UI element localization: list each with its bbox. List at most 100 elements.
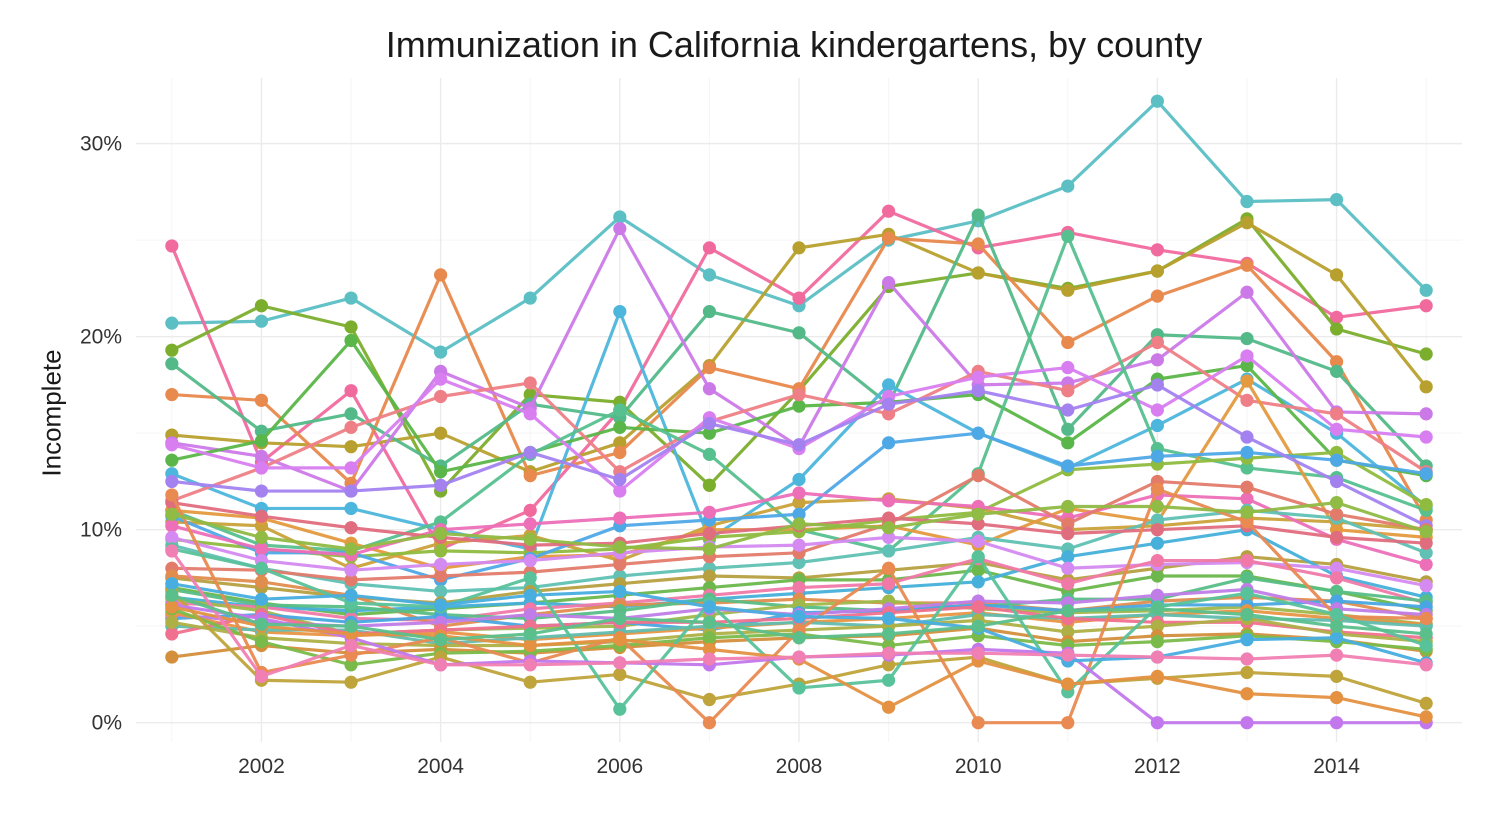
data-point (523, 407, 537, 421)
data-point (702, 304, 717, 319)
data-point (1419, 347, 1433, 361)
data-point (1419, 627, 1433, 641)
data-point (971, 575, 985, 589)
data-point (1419, 658, 1433, 672)
series-43 (165, 544, 1433, 683)
x-tick-label: 2012 (1134, 755, 1181, 778)
data-point (1329, 422, 1344, 436)
data-point (165, 650, 179, 664)
data-point (344, 320, 358, 334)
data-point (1240, 359, 1254, 373)
data-point (1061, 604, 1075, 618)
data-point (523, 571, 537, 585)
data-point (792, 399, 806, 413)
data-point (523, 588, 537, 602)
data-point (881, 700, 896, 714)
data-point (971, 716, 985, 730)
data-point (1150, 523, 1164, 537)
data-point (613, 221, 627, 236)
data-point (523, 517, 537, 531)
data-point (165, 453, 179, 467)
data-point (1061, 550, 1075, 564)
data-point (1061, 577, 1075, 591)
data-point (165, 239, 179, 253)
data-point (434, 268, 448, 282)
data-point (254, 575, 269, 589)
data-point (344, 384, 358, 398)
data-point (881, 646, 896, 660)
data-point (344, 563, 358, 577)
data-point (702, 382, 717, 396)
data-point (971, 550, 985, 564)
data-point (1329, 561, 1344, 575)
data-point (1329, 364, 1344, 378)
data-point (881, 436, 896, 450)
series-group (165, 94, 1433, 730)
data-point (165, 615, 179, 629)
data-point (881, 204, 896, 218)
data-point (1419, 546, 1433, 560)
data-point (702, 716, 717, 730)
data-point (165, 507, 179, 521)
data-point (881, 627, 896, 641)
data-point (165, 544, 179, 558)
data-point (1240, 586, 1254, 600)
data-point (1240, 374, 1254, 388)
data-point (344, 501, 358, 516)
data-point (702, 631, 717, 645)
data-point (613, 436, 627, 450)
data-point (613, 667, 627, 682)
data-point (1329, 496, 1344, 510)
x-tick-labels: 2002 2004 2006 2008 2010 2012 2014 (238, 755, 1360, 778)
data-point (344, 573, 358, 587)
data-point (1240, 331, 1254, 346)
data-point (523, 658, 537, 672)
data-point (881, 658, 896, 672)
data-point (1240, 505, 1254, 519)
data-point (792, 472, 806, 487)
data-point (1419, 497, 1433, 512)
data-point (344, 461, 358, 475)
data-point (702, 268, 717, 282)
data-point (1061, 384, 1075, 398)
data-point (881, 231, 896, 245)
data-point (702, 692, 717, 707)
data-point (165, 627, 179, 641)
data-point (702, 241, 717, 255)
data-point (881, 407, 896, 421)
series-17 (165, 378, 1433, 533)
data-point (1329, 407, 1344, 421)
data-point (1329, 691, 1344, 705)
data-point (1150, 588, 1164, 602)
data-point (254, 424, 269, 438)
data-point (1150, 378, 1164, 392)
data-point (254, 509, 269, 523)
data-point (613, 633, 627, 647)
data-point (1061, 716, 1075, 730)
data-point (1419, 638, 1433, 653)
data-point (1150, 243, 1164, 257)
data-point (881, 673, 896, 687)
data-point (1329, 322, 1344, 336)
data-point (1419, 611, 1433, 626)
data-point (1240, 608, 1254, 622)
data-point (254, 669, 269, 683)
data-point (971, 384, 985, 398)
data-point (1240, 633, 1254, 647)
data-point (1419, 525, 1433, 539)
data-point (344, 648, 358, 662)
y-tick-labels: 0% 10% 20% 30% (80, 133, 122, 735)
data-point (1419, 380, 1433, 394)
chart-title: Immunization in California kindergartens… (385, 24, 1203, 65)
data-point (165, 357, 179, 371)
data-point (1240, 194, 1254, 209)
data-point (523, 627, 537, 641)
data-point (613, 540, 627, 554)
data-point (702, 447, 717, 461)
data-point (1419, 696, 1433, 710)
data-point (881, 494, 896, 508)
data-point (792, 580, 806, 595)
data-point (165, 343, 179, 357)
data-point (1061, 436, 1075, 450)
